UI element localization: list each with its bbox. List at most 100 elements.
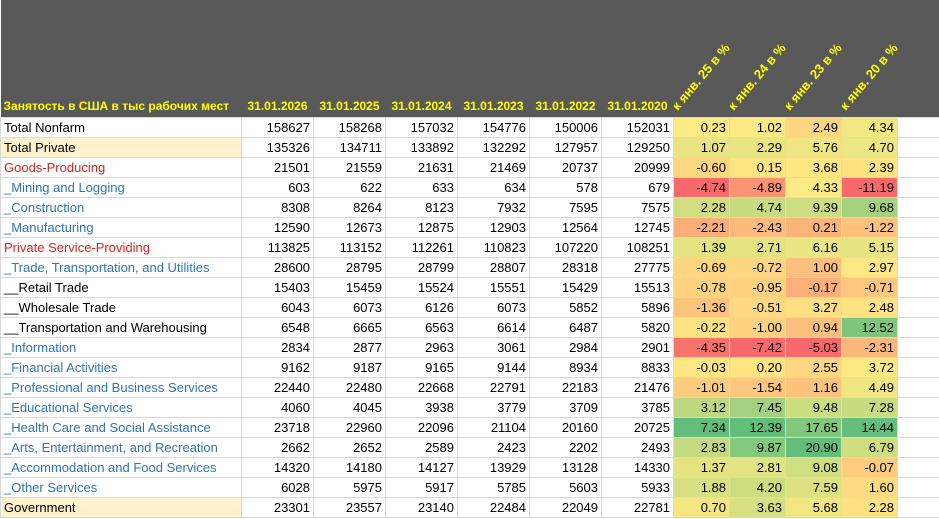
value-cell[interactable]: 22960 bbox=[313, 417, 386, 438]
value-cell[interactable]: 23301 bbox=[241, 497, 314, 518]
value-cell[interactable]: 107220 bbox=[529, 237, 602, 258]
change-cell[interactable]: 2.71 bbox=[729, 237, 786, 258]
value-cell[interactable]: 157032 bbox=[385, 117, 458, 138]
value-cell[interactable]: 8934 bbox=[529, 357, 602, 378]
value-cell[interactable]: 4060 bbox=[241, 397, 314, 418]
change-cell[interactable]: 1.00 bbox=[785, 257, 842, 278]
change-cell[interactable]: 1.37 bbox=[673, 457, 730, 478]
row-label-cell[interactable]: _Health Care and Social Assistance bbox=[0, 417, 242, 438]
value-cell[interactable]: 15551 bbox=[457, 277, 530, 298]
change-cell[interactable]: 0.15 bbox=[729, 157, 786, 178]
value-cell[interactable]: 3779 bbox=[457, 397, 530, 418]
value-cell[interactable]: 2202 bbox=[529, 437, 602, 458]
value-cell[interactable]: 9165 bbox=[385, 357, 458, 378]
value-cell[interactable]: 6028 bbox=[241, 477, 314, 498]
blank-cell[interactable] bbox=[897, 257, 939, 278]
value-cell[interactable]: 22480 bbox=[313, 377, 386, 398]
row-label-cell[interactable]: _Arts, Entertainment, and Recreation bbox=[0, 437, 242, 458]
value-cell[interactable]: 129250 bbox=[601, 137, 674, 158]
value-cell[interactable]: 5896 bbox=[601, 297, 674, 318]
value-cell[interactable]: 8308 bbox=[241, 197, 314, 218]
value-cell[interactable]: 28799 bbox=[385, 257, 458, 278]
blank-cell[interactable] bbox=[897, 217, 939, 238]
change-cell[interactable]: 5.15 bbox=[841, 237, 898, 258]
change-cell[interactable]: 9.08 bbox=[785, 457, 842, 478]
blank-cell[interactable] bbox=[897, 157, 939, 178]
value-cell[interactable]: 6043 bbox=[241, 297, 314, 318]
change-cell[interactable]: 9.87 bbox=[729, 437, 786, 458]
value-cell[interactable]: 113152 bbox=[313, 237, 386, 258]
change-cell[interactable]: 2.81 bbox=[729, 457, 786, 478]
change-header[interactable]: к янв. 24 в % bbox=[729, 0, 786, 118]
blank-cell[interactable] bbox=[897, 397, 939, 418]
change-cell[interactable]: -5.03 bbox=[785, 337, 842, 358]
value-cell[interactable]: 13929 bbox=[457, 457, 530, 478]
blank-cell[interactable] bbox=[897, 117, 939, 138]
change-cell[interactable]: 14.44 bbox=[841, 417, 898, 438]
change-cell[interactable]: 20.90 bbox=[785, 437, 842, 458]
change-cell[interactable]: -0.78 bbox=[673, 277, 730, 298]
value-cell[interactable]: 127957 bbox=[529, 137, 602, 158]
value-cell[interactable]: 603 bbox=[241, 177, 314, 198]
blank-cell[interactable] bbox=[897, 437, 939, 458]
value-cell[interactable]: 6548 bbox=[241, 317, 314, 338]
value-cell[interactable]: 14180 bbox=[313, 457, 386, 478]
row-label-cell[interactable]: _Manufacturing bbox=[0, 217, 242, 238]
change-cell[interactable]: 4.49 bbox=[841, 377, 898, 398]
change-cell[interactable]: 7.45 bbox=[729, 397, 786, 418]
change-cell[interactable]: 0.20 bbox=[729, 357, 786, 378]
value-cell[interactable]: 9187 bbox=[313, 357, 386, 378]
date-header[interactable]: 31.01.2022 bbox=[529, 0, 602, 118]
change-cell[interactable]: 12.39 bbox=[729, 417, 786, 438]
change-cell[interactable]: 2.28 bbox=[673, 197, 730, 218]
row-label-cell[interactable]: Total Private bbox=[0, 137, 242, 158]
change-cell[interactable]: 1.07 bbox=[673, 137, 730, 158]
value-cell[interactable]: 2423 bbox=[457, 437, 530, 458]
value-cell[interactable]: 8833 bbox=[601, 357, 674, 378]
value-cell[interactable]: 21631 bbox=[385, 157, 458, 178]
value-cell[interactable]: 15524 bbox=[385, 277, 458, 298]
value-cell[interactable]: 2493 bbox=[601, 437, 674, 458]
change-cell[interactable]: -2.21 bbox=[673, 217, 730, 238]
value-cell[interactable]: 5975 bbox=[313, 477, 386, 498]
value-cell[interactable]: 2984 bbox=[529, 337, 602, 358]
value-cell[interactable]: 21469 bbox=[457, 157, 530, 178]
blank-cell[interactable] bbox=[897, 177, 939, 198]
change-cell[interactable]: 4.70 bbox=[841, 137, 898, 158]
change-cell[interactable]: 6.16 bbox=[785, 237, 842, 258]
value-cell[interactable]: 2652 bbox=[313, 437, 386, 458]
value-cell[interactable]: 2963 bbox=[385, 337, 458, 358]
blank-cell[interactable] bbox=[897, 277, 939, 298]
change-cell[interactable]: -0.07 bbox=[841, 457, 898, 478]
value-cell[interactable]: 7575 bbox=[601, 197, 674, 218]
change-cell[interactable]: -0.95 bbox=[729, 277, 786, 298]
value-cell[interactable]: 20737 bbox=[529, 157, 602, 178]
value-cell[interactable]: 5852 bbox=[529, 297, 602, 318]
change-cell[interactable]: 0.70 bbox=[673, 497, 730, 518]
value-cell[interactable]: 28795 bbox=[313, 257, 386, 278]
change-header[interactable]: к янв. 20 в % bbox=[841, 0, 898, 118]
change-cell[interactable]: 7.34 bbox=[673, 417, 730, 438]
change-cell[interactable]: 2.49 bbox=[785, 117, 842, 138]
change-cell[interactable]: 0.94 bbox=[785, 317, 842, 338]
value-cell[interactable]: 13128 bbox=[529, 457, 602, 478]
value-cell[interactable]: 5917 bbox=[385, 477, 458, 498]
change-cell[interactable]: 2.48 bbox=[841, 297, 898, 318]
value-cell[interactable]: 21501 bbox=[241, 157, 314, 178]
value-cell[interactable]: 6665 bbox=[313, 317, 386, 338]
value-cell[interactable]: 3785 bbox=[601, 397, 674, 418]
row-label-cell[interactable]: _Information bbox=[0, 337, 242, 358]
value-cell[interactable]: 158627 bbox=[241, 117, 314, 138]
row-label-cell[interactable]: Government bbox=[0, 497, 242, 518]
value-cell[interactable]: 6487 bbox=[529, 317, 602, 338]
date-header[interactable]: 31.01.2026 bbox=[241, 0, 314, 118]
change-cell[interactable]: 3.27 bbox=[785, 297, 842, 318]
blank-cell[interactable] bbox=[897, 237, 939, 258]
value-cell[interactable]: 23718 bbox=[241, 417, 314, 438]
change-cell[interactable]: 9.48 bbox=[785, 397, 842, 418]
change-header[interactable]: к янв. 25 в % bbox=[673, 0, 730, 118]
value-cell[interactable]: 8264 bbox=[313, 197, 386, 218]
value-cell[interactable]: 6073 bbox=[457, 297, 530, 318]
change-cell[interactable]: 3.63 bbox=[729, 497, 786, 518]
value-cell[interactable]: 578 bbox=[529, 177, 602, 198]
